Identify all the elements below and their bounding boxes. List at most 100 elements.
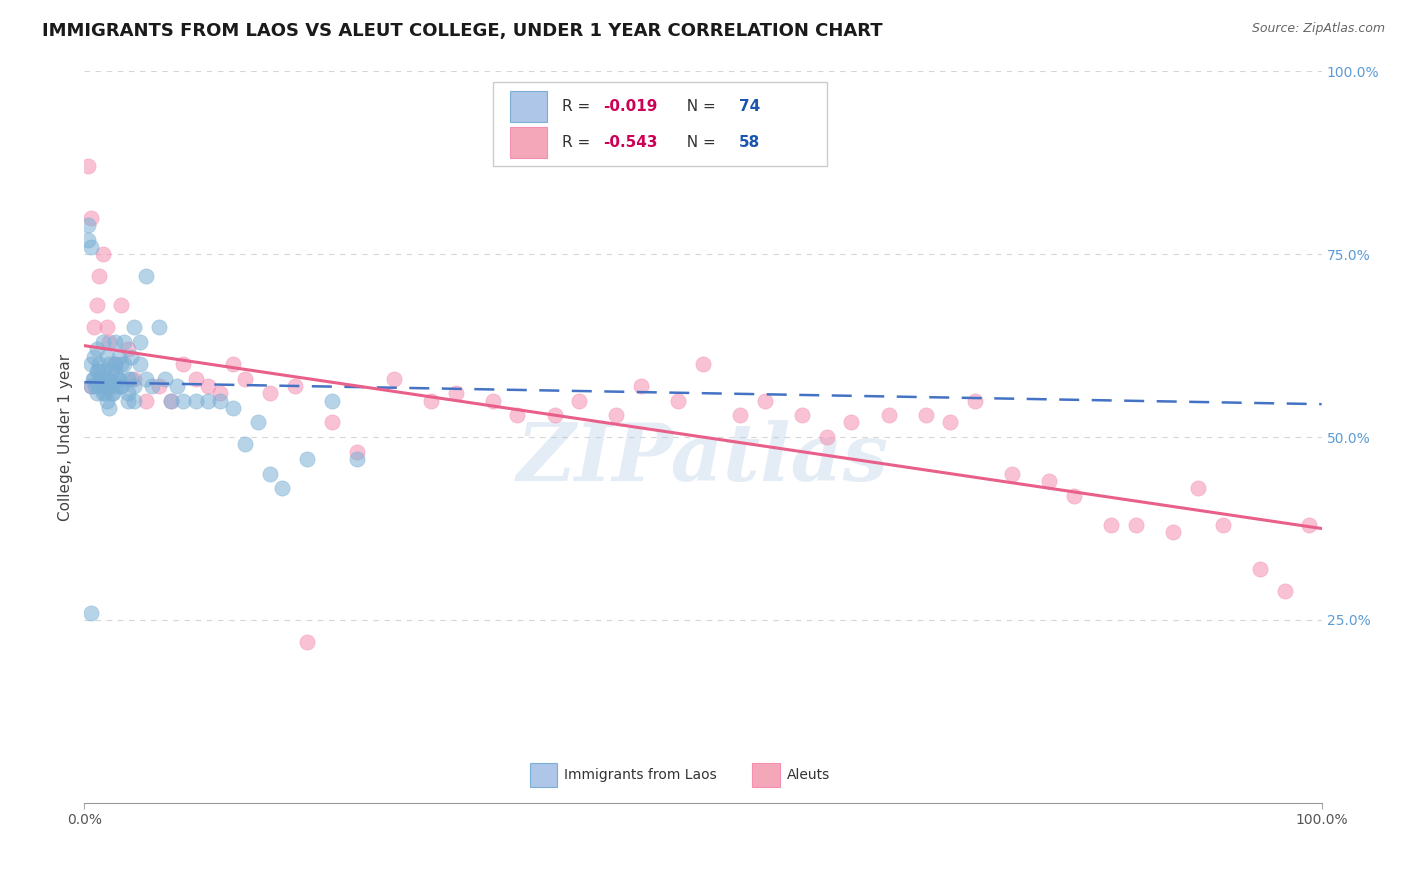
Point bbox=[1001, 467, 1024, 481]
Point bbox=[79, 240, 101, 254]
Point bbox=[77, 218, 100, 232]
Point bbox=[790, 408, 813, 422]
Point bbox=[630, 379, 652, 393]
Point bbox=[346, 444, 368, 458]
Point bbox=[1038, 474, 1060, 488]
Point bbox=[108, 371, 131, 385]
Point bbox=[939, 416, 962, 430]
Point bbox=[79, 379, 101, 393]
Point bbox=[321, 393, 343, 408]
Point bbox=[122, 379, 145, 393]
Point bbox=[129, 334, 152, 349]
Point bbox=[79, 606, 101, 620]
Point bbox=[86, 298, 108, 312]
Point bbox=[110, 357, 132, 371]
Point bbox=[135, 371, 157, 385]
Point bbox=[117, 386, 139, 401]
Text: N =: N = bbox=[678, 135, 721, 150]
FancyBboxPatch shape bbox=[492, 82, 827, 167]
Point bbox=[295, 452, 318, 467]
Bar bbox=[752, 764, 780, 787]
Point bbox=[1099, 517, 1122, 532]
Point bbox=[117, 393, 139, 408]
Point bbox=[1161, 525, 1184, 540]
Point bbox=[568, 393, 591, 408]
Point bbox=[120, 350, 142, 364]
Point bbox=[246, 416, 269, 430]
Point bbox=[1063, 489, 1085, 503]
Point bbox=[107, 371, 129, 385]
Point bbox=[209, 393, 232, 408]
Text: 58: 58 bbox=[740, 135, 761, 150]
Point bbox=[141, 379, 163, 393]
Point bbox=[91, 364, 114, 378]
Point bbox=[100, 386, 122, 401]
Point bbox=[321, 416, 343, 430]
Y-axis label: College, Under 1 year: College, Under 1 year bbox=[58, 353, 73, 521]
Point bbox=[160, 393, 183, 408]
Point bbox=[98, 379, 121, 393]
Point bbox=[271, 481, 294, 495]
Point bbox=[965, 393, 987, 408]
Point bbox=[91, 379, 114, 393]
Point bbox=[444, 386, 467, 401]
Point bbox=[754, 393, 776, 408]
Point bbox=[98, 357, 121, 371]
Point bbox=[79, 211, 101, 225]
Point bbox=[197, 379, 219, 393]
Point bbox=[172, 393, 194, 408]
Point bbox=[543, 408, 565, 422]
Point bbox=[96, 350, 118, 364]
Point bbox=[79, 379, 101, 393]
Point bbox=[222, 357, 245, 371]
Point bbox=[84, 379, 107, 393]
Point bbox=[120, 371, 142, 385]
Point bbox=[209, 386, 232, 401]
Text: ZIPatlas: ZIPatlas bbox=[517, 420, 889, 498]
Point bbox=[605, 408, 627, 422]
Point bbox=[108, 350, 131, 364]
Point bbox=[98, 401, 121, 415]
Point bbox=[91, 334, 114, 349]
Point bbox=[184, 371, 207, 385]
Point bbox=[117, 371, 139, 385]
Point bbox=[96, 320, 118, 334]
Point bbox=[101, 386, 124, 401]
Point bbox=[1187, 481, 1209, 495]
Point bbox=[100, 364, 122, 378]
Point bbox=[1212, 517, 1234, 532]
Point bbox=[89, 357, 111, 371]
Point bbox=[94, 386, 117, 401]
Point bbox=[295, 635, 318, 649]
Point bbox=[82, 371, 104, 385]
Point bbox=[86, 386, 108, 401]
Point bbox=[1298, 517, 1320, 532]
Point bbox=[83, 350, 105, 364]
Point bbox=[122, 371, 145, 385]
Point bbox=[259, 386, 281, 401]
Text: Source: ZipAtlas.com: Source: ZipAtlas.com bbox=[1251, 22, 1385, 36]
Point bbox=[184, 393, 207, 408]
Text: Immigrants from Laos: Immigrants from Laos bbox=[564, 768, 717, 782]
Point bbox=[197, 393, 219, 408]
Point bbox=[104, 379, 127, 393]
Text: R =: R = bbox=[562, 99, 595, 114]
Point bbox=[112, 357, 135, 371]
Point bbox=[160, 393, 183, 408]
Point bbox=[98, 334, 121, 349]
Text: Aleuts: Aleuts bbox=[787, 768, 831, 782]
Point bbox=[135, 269, 157, 284]
Point bbox=[153, 371, 176, 385]
Point bbox=[98, 379, 121, 393]
Point bbox=[815, 430, 838, 444]
Point bbox=[96, 393, 118, 408]
Bar bbox=[530, 764, 557, 787]
Point bbox=[692, 357, 714, 371]
Text: N =: N = bbox=[678, 99, 721, 114]
Point bbox=[506, 408, 529, 422]
Point bbox=[86, 364, 108, 378]
Point bbox=[666, 393, 689, 408]
Point bbox=[89, 379, 111, 393]
Point bbox=[89, 371, 111, 385]
Point bbox=[841, 416, 863, 430]
